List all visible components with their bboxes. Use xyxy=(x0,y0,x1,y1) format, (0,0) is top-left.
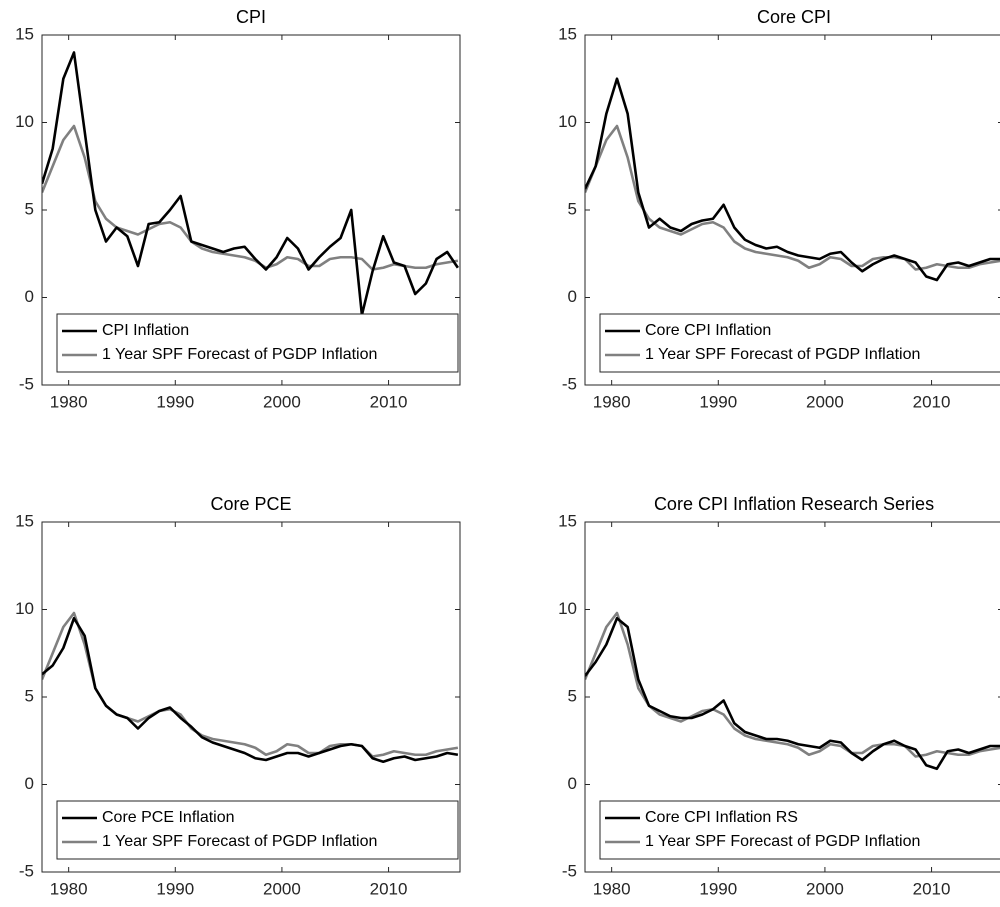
x-tick-label: 2010 xyxy=(913,392,951,411)
axes-box xyxy=(41,521,461,873)
y-tick-label: -5 xyxy=(562,374,577,393)
panel: Core CPI Inflation Research Series -5 0 5 10… xyxy=(558,494,1000,898)
y-tick-label: -5 xyxy=(19,374,34,393)
x-tick-label: 1980 xyxy=(50,392,88,411)
legend-label: Core CPI Inflation xyxy=(645,322,771,339)
legend-label: CPI Inflation xyxy=(102,322,189,339)
y-tick-label: 10 xyxy=(15,112,34,131)
series-line xyxy=(42,51,459,317)
x-tick-label: 1990 xyxy=(156,392,194,411)
series-line xyxy=(585,77,1000,282)
legend-box xyxy=(599,313,1000,373)
legend-label: 1 Year SPF Forecast of PGDP Inflation xyxy=(102,833,377,850)
x-tick-label: 2000 xyxy=(263,392,301,411)
panel: CPI -5 0 5 10 15 1980 1990 2000 2010 CPI Inflation… xyxy=(15,7,461,411)
y-tick-label: 0 xyxy=(568,287,577,306)
y-tick-label: 10 xyxy=(558,599,577,618)
x-tick-label: 1980 xyxy=(593,392,631,411)
y-tick-label: 15 xyxy=(15,511,34,530)
x-tick-label: 1980 xyxy=(50,879,88,898)
y-tick-label: 15 xyxy=(558,511,577,530)
legend-label: 1 Year SPF Forecast of PGDP Inflation xyxy=(645,346,920,363)
chart-title: CPI xyxy=(236,7,266,27)
series-line xyxy=(42,124,459,271)
x-tick-label: 2000 xyxy=(263,879,301,898)
legend-label: 1 Year SPF Forecast of PGDP Inflation xyxy=(645,833,920,850)
x-tick-label: 1990 xyxy=(699,879,737,898)
y-tick-label: 10 xyxy=(15,599,34,618)
y-tick-label: 0 xyxy=(568,774,577,793)
y-tick-label: 5 xyxy=(568,686,577,705)
x-tick-label: 1990 xyxy=(699,392,737,411)
y-tick-label: 15 xyxy=(558,24,577,43)
legend-box xyxy=(56,800,459,860)
y-tick-label: 5 xyxy=(25,199,34,218)
y-tick-label: -5 xyxy=(19,861,34,880)
y-tick-label: 0 xyxy=(25,774,34,793)
panel: Core CPI -5 0 5 10 15 1980 1990 2000 2010 Core CPI… xyxy=(558,7,1000,411)
y-tick-label: 10 xyxy=(558,112,577,131)
x-tick-label: 2010 xyxy=(370,392,408,411)
y-tick-label: 0 xyxy=(25,287,34,306)
legend-label: Core CPI Inflation RS xyxy=(645,809,798,826)
legend-box xyxy=(56,313,459,373)
x-tick-label: 1980 xyxy=(593,879,631,898)
series-line xyxy=(585,616,1000,771)
x-tick-label: 1990 xyxy=(156,879,194,898)
x-tick-label: 2000 xyxy=(806,392,844,411)
legend-label: Core PCE Inflation xyxy=(102,809,235,826)
series-line xyxy=(585,611,1000,758)
y-tick-label: 5 xyxy=(568,199,577,218)
panel: Core PCE -5 0 5 10 15 1980 1990 2000 2010 Core PCE… xyxy=(15,494,461,898)
axes-box xyxy=(584,521,1000,873)
y-tick-label: 5 xyxy=(25,686,34,705)
y-tick-label: 15 xyxy=(15,24,34,43)
chart-title: Core PCE xyxy=(210,494,291,514)
x-tick-label: 2010 xyxy=(370,879,408,898)
legend-box xyxy=(599,800,1000,860)
chart-title: Core CPI xyxy=(757,7,831,27)
series-line xyxy=(42,616,459,764)
axes-box xyxy=(584,34,1000,386)
chart-title: Core CPI Inflation Research Series xyxy=(654,494,934,514)
x-tick-label: 2000 xyxy=(806,879,844,898)
axes-box xyxy=(41,34,461,386)
y-tick-label: -5 xyxy=(562,861,577,880)
x-tick-label: 2010 xyxy=(913,879,951,898)
legend-label: 1 Year SPF Forecast of PGDP Inflation xyxy=(102,346,377,363)
